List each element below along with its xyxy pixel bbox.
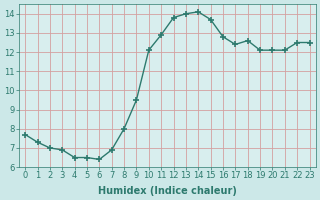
X-axis label: Humidex (Indice chaleur): Humidex (Indice chaleur) bbox=[98, 186, 237, 196]
